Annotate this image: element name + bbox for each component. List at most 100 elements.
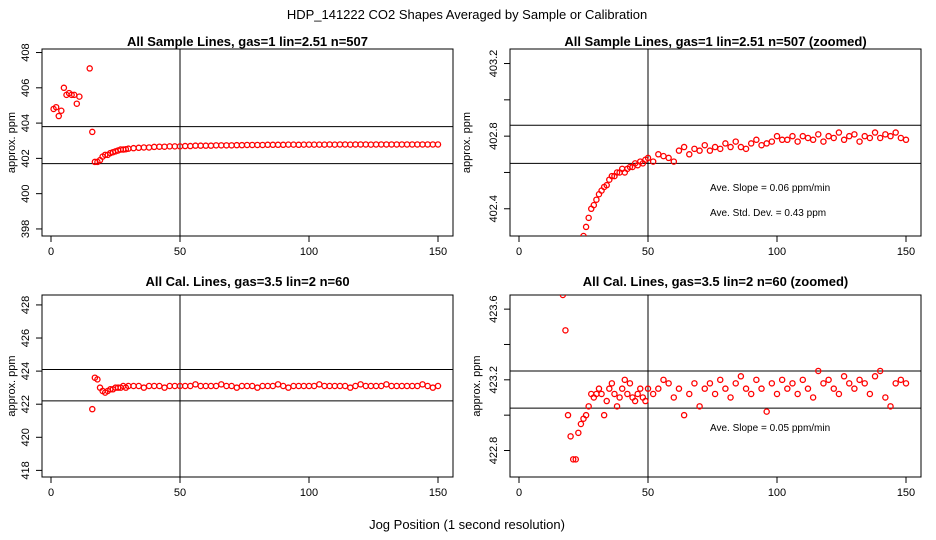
data-point bbox=[820, 138, 827, 145]
data-point bbox=[295, 141, 302, 149]
data-point bbox=[212, 142, 220, 149]
data-point bbox=[675, 385, 683, 392]
data-point bbox=[341, 141, 349, 148]
data-point bbox=[660, 152, 667, 160]
data-point bbox=[207, 142, 215, 149]
panel-title: All Cal. Lines, gas=3.5 lin=2 n=60 (zoom… bbox=[583, 274, 849, 289]
figure-title: HDP_141222 CO2 Shapes Averaged by Sample… bbox=[287, 7, 647, 22]
y-tick-label: 418 bbox=[20, 461, 32, 479]
data-point bbox=[290, 382, 297, 390]
data-point bbox=[590, 201, 598, 209]
panel-sample-zoomed: All Sample Lines, gas=1 lin=2.51 n=507 (… bbox=[461, 34, 922, 258]
data-point bbox=[600, 411, 608, 419]
data-point bbox=[582, 223, 590, 231]
data-point bbox=[223, 142, 230, 149]
data-point bbox=[383, 141, 390, 148]
panel-cal: All Cal. Lines, gas=3.5 lin=2 n=60 appro… bbox=[6, 274, 454, 499]
data-point bbox=[825, 376, 832, 384]
data-point bbox=[403, 141, 411, 148]
data-point bbox=[804, 134, 812, 142]
data-point bbox=[866, 134, 874, 142]
annotation-std-dev: Ave. Std. Dev. = 0.43 ppm bbox=[710, 208, 826, 219]
data-point bbox=[60, 84, 68, 92]
data-point bbox=[310, 382, 318, 390]
data-point bbox=[670, 158, 678, 165]
data-point bbox=[122, 145, 130, 153]
data-point bbox=[377, 141, 385, 148]
data-point bbox=[737, 143, 745, 151]
plot-frame bbox=[41, 48, 454, 237]
data-point bbox=[429, 384, 437, 391]
data-point bbox=[295, 382, 302, 390]
y-tick-label: 400 bbox=[20, 184, 32, 202]
data-point bbox=[624, 390, 631, 398]
x-tick-label: 0 bbox=[516, 487, 522, 499]
data-point bbox=[809, 394, 817, 401]
data-point bbox=[595, 385, 603, 392]
data-point bbox=[564, 411, 572, 419]
data-point bbox=[753, 136, 760, 144]
y-tick-label: 404 bbox=[20, 114, 32, 132]
data-point bbox=[285, 141, 292, 148]
data-point bbox=[305, 141, 313, 148]
data-point bbox=[618, 385, 626, 392]
data-point bbox=[212, 382, 220, 390]
data-point bbox=[321, 141, 328, 148]
data-point bbox=[580, 232, 587, 236]
data-point bbox=[187, 382, 194, 390]
data-point bbox=[773, 132, 781, 140]
data-point bbox=[197, 142, 204, 149]
data-point bbox=[722, 140, 729, 147]
data-point bbox=[655, 151, 662, 158]
data-point bbox=[711, 390, 719, 398]
data-point bbox=[577, 420, 585, 428]
data-point bbox=[171, 382, 179, 390]
x-tick-label: 150 bbox=[429, 487, 447, 499]
data-point bbox=[192, 142, 199, 149]
data-point bbox=[876, 134, 884, 142]
data-point bbox=[414, 382, 421, 390]
data-point bbox=[393, 382, 400, 390]
data-point bbox=[166, 143, 173, 150]
data-point bbox=[626, 380, 634, 387]
data-point bbox=[233, 141, 241, 149]
x-tick-label: 50 bbox=[174, 246, 186, 258]
data-point bbox=[773, 390, 781, 398]
data-point bbox=[642, 397, 649, 405]
data-point bbox=[331, 141, 339, 148]
data-point bbox=[747, 140, 755, 147]
data-point bbox=[572, 456, 580, 463]
panel-title: All Cal. Lines, gas=3.5 lin=2 n=60 bbox=[145, 274, 349, 289]
data-point bbox=[130, 382, 137, 390]
data-point bbox=[254, 141, 261, 149]
data-point bbox=[660, 376, 667, 384]
data-point bbox=[608, 172, 616, 180]
y-tick-label: 423.6 bbox=[488, 295, 500, 323]
data-point bbox=[331, 382, 339, 390]
data-point bbox=[408, 382, 416, 390]
data-point bbox=[634, 390, 641, 398]
data-point bbox=[820, 380, 827, 387]
data-point bbox=[631, 397, 639, 405]
data-point bbox=[784, 385, 791, 392]
data-point bbox=[851, 385, 858, 392]
data-point bbox=[377, 382, 385, 390]
data-point bbox=[711, 143, 719, 151]
plot-frame bbox=[41, 294, 454, 478]
data-point bbox=[804, 385, 812, 392]
data-point bbox=[347, 384, 354, 391]
reference-lines bbox=[42, 295, 453, 477]
data-point bbox=[649, 390, 657, 398]
data-point bbox=[902, 380, 910, 387]
data-point bbox=[135, 382, 142, 390]
y-tick-label: 402.4 bbox=[488, 195, 500, 223]
data-point bbox=[585, 403, 592, 410]
data-point bbox=[264, 382, 271, 390]
data-point bbox=[135, 144, 142, 152]
data-point bbox=[680, 411, 688, 419]
data-point bbox=[716, 376, 724, 384]
data-point bbox=[248, 141, 256, 149]
annotation-slope: Ave. Slope = 0.06 ppm/min bbox=[710, 183, 830, 194]
data-point bbox=[218, 381, 225, 388]
data-point bbox=[388, 382, 395, 390]
